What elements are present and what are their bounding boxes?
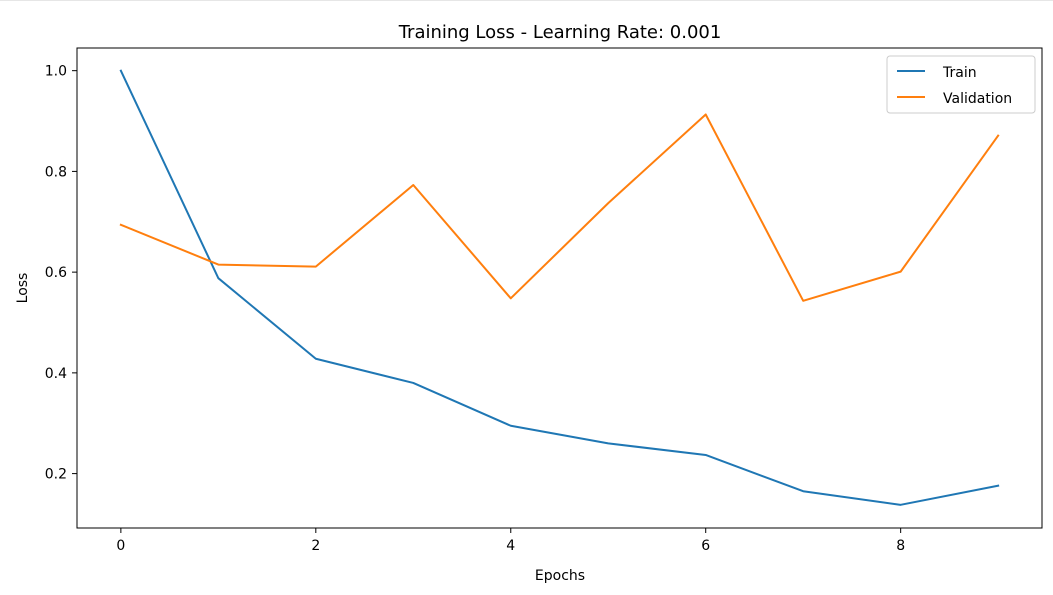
y-tick-label: 0.2 — [45, 467, 67, 483]
legend: Train Validation — [886, 55, 1036, 114]
series-layer — [119, 69, 1000, 506]
y-axis: 0.2 0.4 0.6 0.8 1.0 — [45, 64, 77, 483]
top-divider — [0, 0, 1053, 1]
plot-frame — [76, 47, 1043, 529]
x-tick-label: 2 — [311, 538, 320, 554]
legend-label-train: Train — [942, 65, 977, 81]
y-tick-label: 1.0 — [45, 64, 67, 80]
y-tick-label: 0.8 — [45, 164, 67, 180]
series-line-train — [119, 69, 1000, 506]
y-tick-label: 0.4 — [45, 366, 67, 382]
y-tick-label: 0.6 — [45, 265, 67, 281]
x-tick-label: 8 — [896, 538, 905, 554]
legend-label-validation: Validation — [943, 91, 1012, 107]
y-axis-label: Loss — [15, 273, 31, 304]
x-tick-label: 0 — [116, 538, 125, 554]
plot-background — [77, 48, 1042, 528]
x-tick-label: 6 — [701, 538, 710, 554]
x-axis-label: Epochs — [535, 568, 585, 584]
series-line-validation — [119, 113, 1000, 302]
x-axis: 0 2 4 6 8 — [116, 528, 905, 554]
chart-title: Training Loss - Learning Rate: 0.001 — [398, 22, 722, 43]
x-tick-label: 4 — [506, 538, 515, 554]
